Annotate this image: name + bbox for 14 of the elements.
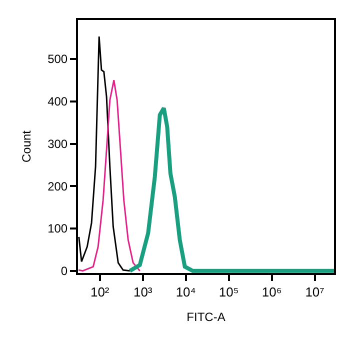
- x-tick-label: 10⁶: [262, 284, 282, 300]
- y-axis-title: Count: [19, 130, 34, 163]
- y-tick-label: 0: [60, 264, 68, 278]
- y-tick-label: 500: [48, 52, 68, 66]
- x-tick-label: 10⁵: [218, 284, 239, 300]
- x-tick-label: 10³: [133, 284, 153, 300]
- y-tick-label: 300: [48, 136, 68, 151]
- x-tick-label: 10⁷: [305, 284, 325, 300]
- y-tick-label: 400: [48, 94, 68, 109]
- y-tick-label: 200: [48, 179, 68, 194]
- x-axis-title: FITC-A: [186, 310, 226, 324]
- x-tick-label: 10⁴: [176, 284, 196, 300]
- x-tick-label: 10²: [90, 284, 110, 300]
- y-tick-label: 100: [48, 222, 68, 236]
